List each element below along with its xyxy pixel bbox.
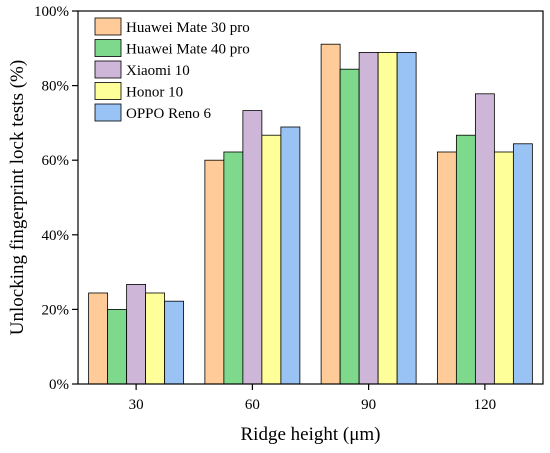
bar <box>126 284 147 385</box>
legend-label: Honor 10 <box>126 85 183 101</box>
legend: Huawei Mate 30 pro Huawei Mate 40 pro Xiao… <box>94 17 250 122</box>
y-tick-label: 60% <box>42 153 70 169</box>
bar <box>396 52 417 385</box>
y-tick-label: 20% <box>42 302 70 318</box>
y-tick-label: 80% <box>42 79 70 95</box>
y-axis-title: Unlocking fingerprint lock tests (%) <box>7 60 28 335</box>
bar <box>474 93 495 385</box>
bar <box>261 134 282 385</box>
legend-label: Huawei Mate 30 pro <box>126 20 250 36</box>
bar <box>88 292 109 385</box>
y-axis: 0% 20% 40% 60% 80% 100% <box>34 4 78 393</box>
x-axis-title: Ridge height (μm) <box>241 424 381 445</box>
x-tick-label: 60 <box>245 397 260 413</box>
bar <box>512 143 533 385</box>
legend-swatch <box>94 82 122 100</box>
bar <box>164 300 185 385</box>
bar <box>493 151 514 385</box>
bar <box>358 52 379 385</box>
x-tick-label: 120 <box>474 397 497 413</box>
bar <box>280 126 301 385</box>
x-axis: 30 60 90 120 <box>129 384 497 413</box>
y-tick-label: 40% <box>42 228 70 244</box>
bar <box>320 43 341 385</box>
bar <box>223 151 244 385</box>
legend-label: OPPO Reno 6 <box>126 106 212 122</box>
bar <box>377 52 398 385</box>
x-tick-label: 30 <box>129 397 144 413</box>
bar <box>242 110 263 385</box>
legend-label: Huawei Mate 40 pro <box>126 42 250 58</box>
bar <box>455 134 476 385</box>
y-tick-label: 0% <box>49 377 69 393</box>
bar <box>204 159 225 385</box>
legend-label: Xiaomi 10 <box>126 63 190 79</box>
legend-swatch <box>94 60 122 79</box>
legend-swatch <box>94 39 122 57</box>
x-tick-label: 90 <box>361 397 376 413</box>
y-tick-label: 100% <box>34 4 69 20</box>
bar <box>107 308 128 385</box>
bars-group <box>88 43 533 385</box>
legend-swatch <box>94 103 122 122</box>
plot-frame <box>77 10 544 385</box>
bar <box>436 151 457 385</box>
bar <box>339 68 360 385</box>
bar <box>145 292 166 385</box>
legend-swatch <box>94 17 122 36</box>
